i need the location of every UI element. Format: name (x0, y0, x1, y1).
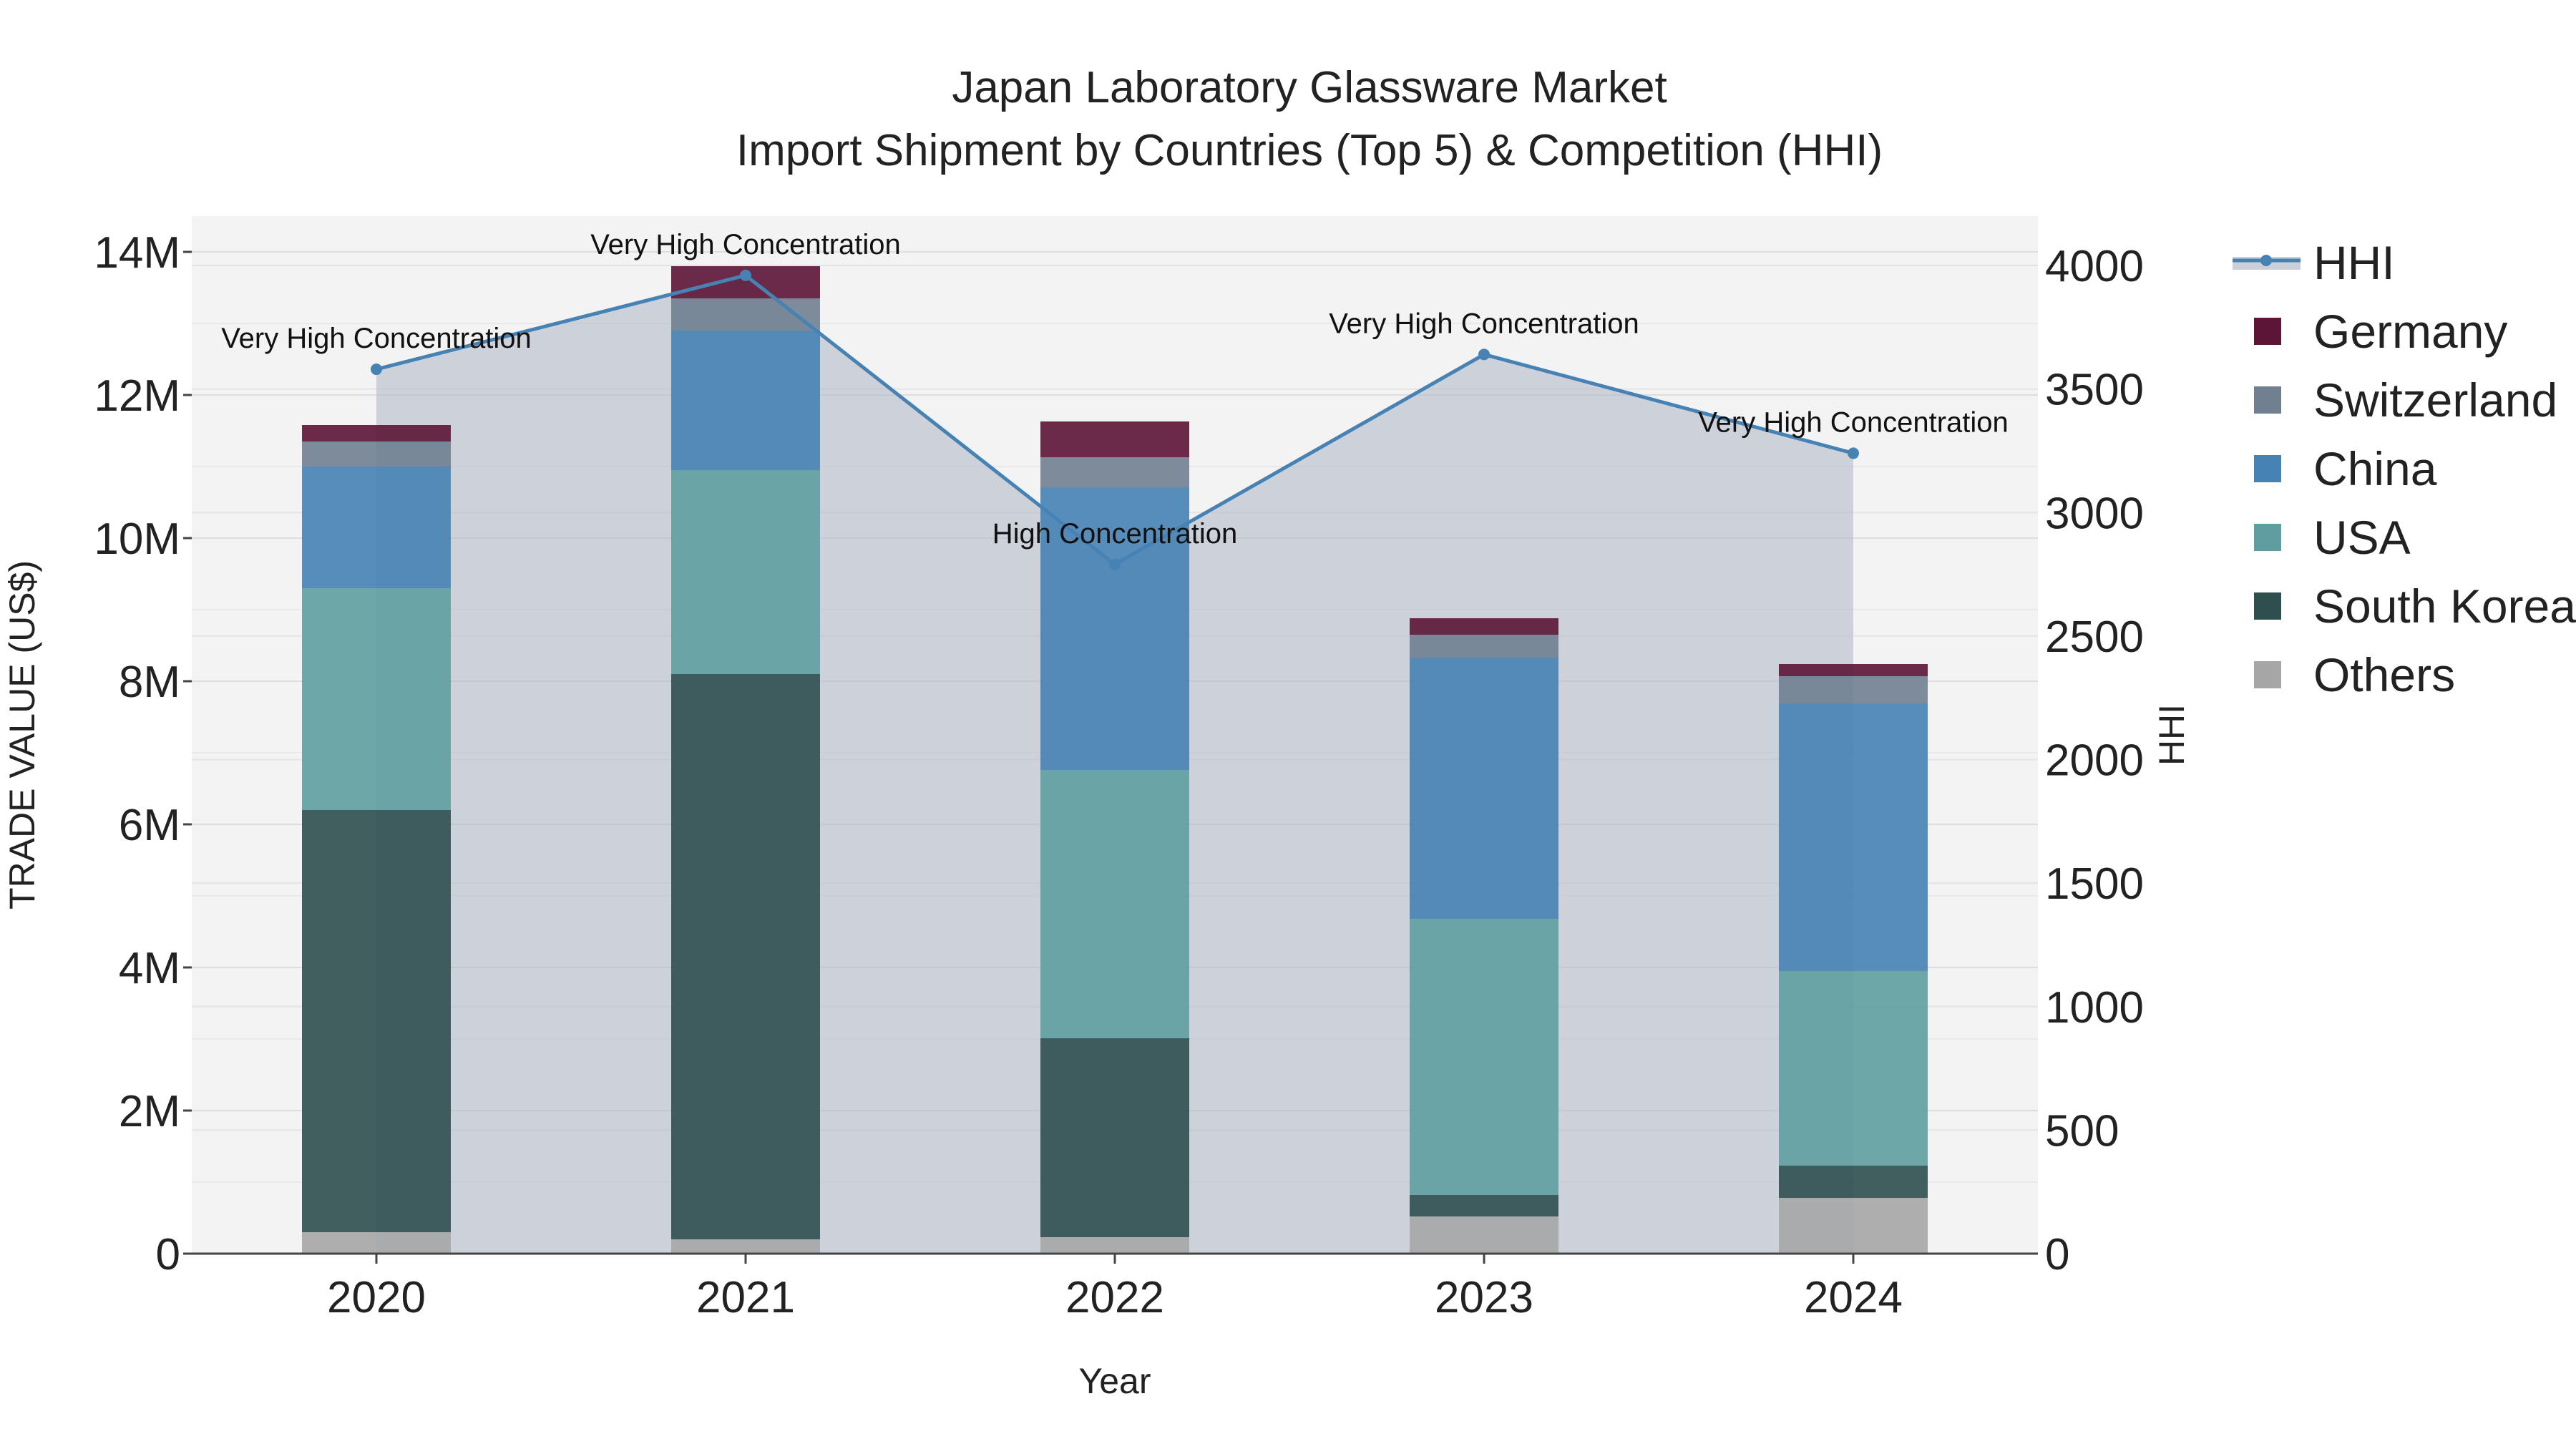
y-axis-ticks: 0 2M 4M 6M 8M 10M 12M 14M (94, 228, 192, 1279)
legend-swatch-hhi-marker (2260, 255, 2272, 266)
bar-others-2020 (302, 1232, 451, 1254)
bar-others-2024 (1779, 1198, 1928, 1254)
x-axis-label: Year (1078, 1361, 1151, 1401)
y2-tick-label: 2000 (2045, 736, 2144, 786)
bar-south-korea-2020 (302, 810, 451, 1232)
y-tick-label: 2M (119, 1087, 180, 1136)
legend-label-usa: USA (2313, 511, 2411, 564)
bar-south-korea-2023 (1410, 1195, 1558, 1216)
y-tick-label: 14M (94, 228, 180, 278)
legend-label-hhi: HHI (2313, 236, 2395, 289)
hhi-annotation-2021: Very High Concentration (590, 229, 901, 260)
bar-germany-2023 (1410, 618, 1558, 635)
bar-others-2023 (1410, 1216, 1558, 1254)
y2-axis-ticks: 0 500 1000 1500 2000 2500 3000 3500 4000 (2045, 242, 2144, 1279)
bar-others-2022 (1040, 1237, 1189, 1254)
bar-usa-2024 (1779, 971, 1928, 1166)
y-tick-label: 10M (94, 514, 180, 564)
hhi-annotation-2023: Very High Concentration (1329, 308, 1639, 339)
x-tick-label: 2023 (1435, 1273, 1533, 1322)
legend-label-south-korea: South Korea (2313, 580, 2576, 633)
bar-usa-2020 (302, 588, 451, 810)
bar-china-2020 (302, 467, 451, 588)
bar-south-korea-2022 (1040, 1038, 1189, 1237)
hhi-line (371, 269, 1859, 570)
legend-swatch-others (2254, 661, 2281, 688)
bar-germany-2022 (1040, 421, 1189, 457)
bar-others-2021 (671, 1239, 820, 1254)
legend-label-china: China (2313, 442, 2437, 495)
bar-south-korea-2021 (671, 674, 820, 1239)
legend-swatch-germany (2254, 318, 2281, 345)
hhi-point-2020 (371, 364, 382, 376)
y2-tick-label: 3500 (2045, 366, 2144, 415)
legend-swatch-usa (2254, 524, 2281, 551)
chart-title-line1: Japan Laboratory Glassware Market (952, 63, 1667, 112)
bar-south-korea-2024 (1779, 1166, 1928, 1198)
bar-switzerland-2022 (1040, 457, 1189, 487)
x-tick-label: 2020 (327, 1273, 426, 1322)
legend: HHI Germany Switzerland China USA South Korea… (2233, 236, 2576, 701)
chart-title-line2: Import Shipment by Countries (Top 5) & C… (736, 126, 1883, 175)
bar-germany-2020 (302, 425, 451, 441)
y2-tick-label: 2500 (2045, 613, 2144, 662)
y-tick-label: 8M (119, 658, 180, 707)
y2-tick-label: 0 (2045, 1230, 2069, 1279)
legend-label-germany: Germany (2313, 305, 2507, 358)
y-tick-label: 6M (119, 801, 180, 850)
bar-germany-2024 (1779, 664, 1928, 676)
bar-usa-2023 (1410, 919, 1558, 1195)
y-tick-label: 12M (94, 371, 180, 421)
y2-tick-label: 1500 (2045, 859, 2144, 909)
y-axis-label: TRADE VALUE (US$) (2, 560, 42, 909)
hhi-annotation-2022: High Concentration (992, 518, 1237, 550)
hhi-annotations: Very High Concentration Very High Concent… (221, 229, 2009, 550)
hhi-point-2023 (1478, 348, 1490, 361)
hhi-annotation-2020: Very High Concentration (221, 323, 532, 354)
y-tick-label: 4M (119, 944, 180, 993)
y2-tick-label: 4000 (2045, 242, 2144, 291)
y2-tick-label: 3000 (2045, 489, 2144, 538)
y2-tick-label: 1000 (2045, 983, 2144, 1033)
legend-label-switzerland: Switzerland (2313, 374, 2557, 426)
bar-china-2021 (671, 331, 820, 470)
bar-china-2023 (1410, 658, 1558, 919)
y-tick-label: 0 (156, 1230, 180, 1279)
hhi-point-2024 (1848, 447, 1859, 459)
legend-swatch-china (2254, 455, 2281, 482)
y2-axis-label: HHI (2152, 704, 2192, 766)
hhi-point-2022 (1109, 558, 1121, 570)
bars (302, 266, 1928, 1254)
bar-switzerland-2020 (302, 441, 451, 467)
bar-switzerland-2023 (1410, 635, 1558, 658)
x-axis-ticks: 2020 2021 2022 2023 2024 (327, 1254, 1903, 1322)
bar-china-2024 (1779, 703, 1928, 971)
x-tick-label: 2024 (1804, 1273, 1903, 1322)
legend-swatch-switzerland (2254, 386, 2281, 414)
hhi-point-2021 (740, 269, 751, 281)
y2-tick-label: 500 (2045, 1106, 2119, 1156)
x-tick-label: 2022 (1065, 1273, 1164, 1322)
x-tick-label: 2021 (696, 1273, 795, 1322)
bar-usa-2021 (671, 470, 820, 674)
bar-usa-2022 (1040, 770, 1189, 1038)
hhi-annotation-2024: Very High Concentration (1698, 406, 2009, 438)
legend-label-others: Others (2313, 648, 2455, 701)
bar-switzerland-2024 (1779, 676, 1928, 703)
legend-swatch-south-korea (2254, 592, 2281, 620)
